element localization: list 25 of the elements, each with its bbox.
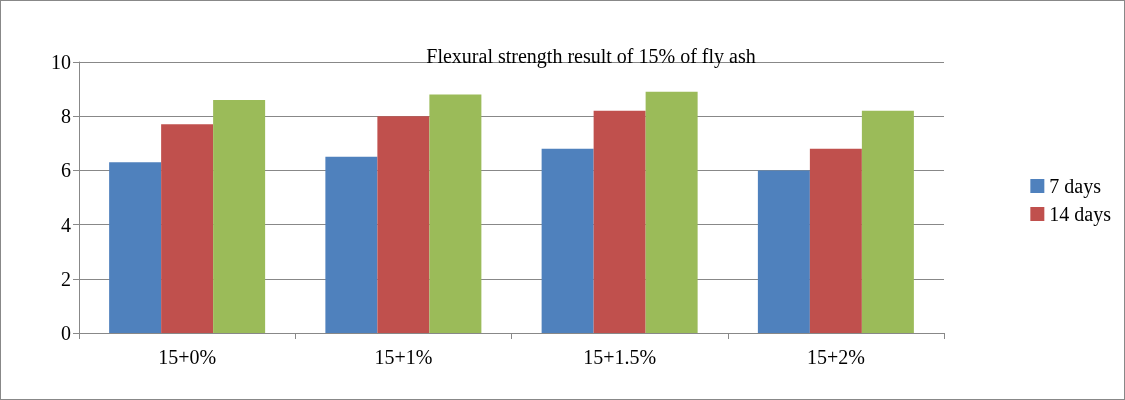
legend-label: 7 days <box>1049 175 1102 198</box>
bar <box>593 110 646 333</box>
y-tick-label: 8 <box>61 105 71 128</box>
bar <box>325 156 378 333</box>
y-tick-label: 4 <box>61 213 71 236</box>
bar <box>429 94 482 333</box>
bar <box>645 91 698 333</box>
x-tick-label: 15+0% <box>158 346 217 368</box>
bar <box>161 124 214 333</box>
bar <box>809 148 862 333</box>
y-tick-label: 6 <box>61 159 71 182</box>
y-tick-label: 2 <box>61 267 71 290</box>
bar <box>213 99 266 333</box>
bar <box>377 116 430 333</box>
bar <box>541 148 594 333</box>
legend-label: 14 days <box>1049 203 1112 226</box>
chart-title: Flexural strength result of 15% of fly ash <box>426 45 756 68</box>
y-tick-label: 10 <box>51 51 71 73</box>
x-tick-label: 15+1.5% <box>583 346 657 368</box>
bar <box>109 162 162 333</box>
x-tick-label: 15+1% <box>374 346 433 368</box>
bar <box>861 110 914 333</box>
bar <box>757 170 810 333</box>
x-tick-label: 15+2% <box>806 346 865 368</box>
y-tick-label: 0 <box>61 322 71 344</box>
